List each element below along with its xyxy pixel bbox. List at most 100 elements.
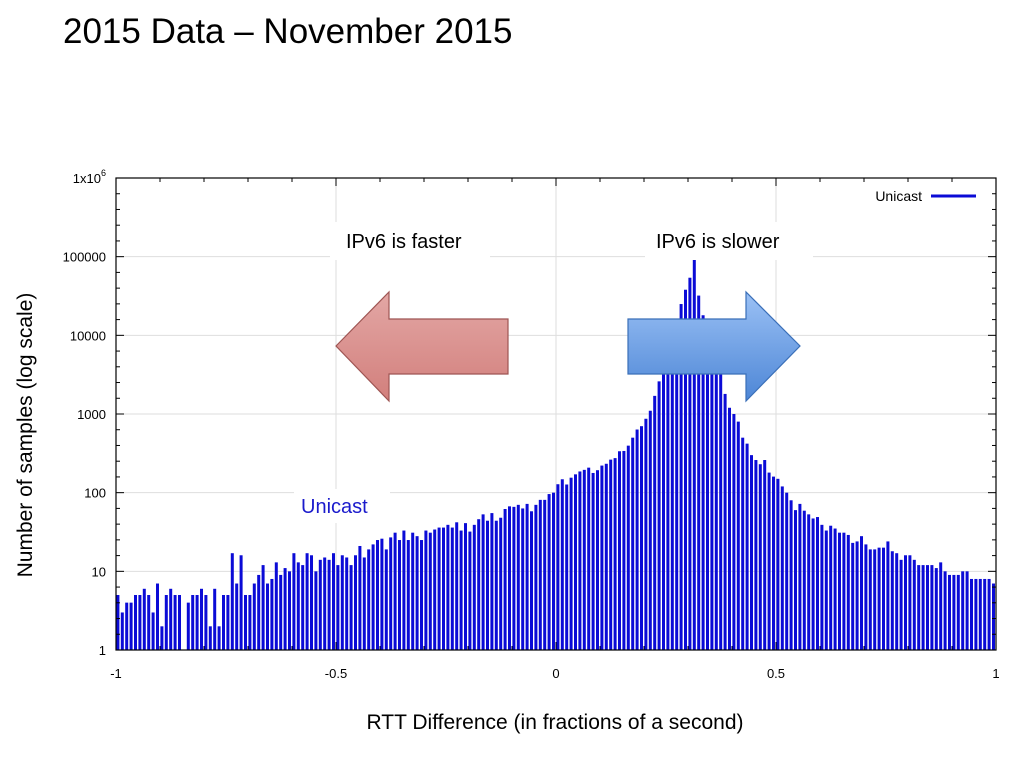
histogram-bar: [200, 588, 203, 650]
histogram-bar: [604, 463, 608, 650]
histogram-bar: [926, 565, 929, 650]
histogram-bar: [886, 541, 890, 650]
histogram-bar: [380, 538, 384, 650]
histogram-bar: [270, 578, 274, 650]
histogram-bar: [970, 578, 973, 650]
y-tick-label: 100000: [63, 250, 106, 265]
histogram-bar: [596, 470, 599, 650]
x-tick-label: -0.5: [325, 666, 347, 681]
histogram-bar: [129, 602, 133, 650]
histogram-bar: [574, 474, 577, 650]
histogram-bar: [151, 612, 155, 650]
histogram-bar: [406, 540, 410, 650]
histogram-bar: [736, 421, 740, 650]
histogram-bar: [244, 595, 247, 650]
histogram-bar: [882, 547, 885, 650]
histogram-bar: [494, 520, 498, 650]
histogram-bar: [609, 459, 613, 650]
histogram-bar: [301, 565, 305, 650]
histogram-bar: [530, 511, 533, 650]
x-tick-label: 0.5: [767, 666, 785, 681]
histogram-bar: [684, 289, 687, 650]
histogram-bar: [415, 536, 419, 650]
histogram-bar: [728, 407, 731, 650]
histogram-bar: [173, 595, 177, 650]
histogram-bar: [279, 574, 283, 650]
histogram-bar: [697, 295, 701, 650]
x-tick-label: 1: [992, 666, 999, 681]
histogram-bar: [666, 350, 670, 650]
histogram-bar: [274, 562, 278, 650]
histogram-bar: [824, 530, 828, 650]
histogram-bar: [794, 510, 797, 650]
histogram-bar: [965, 571, 969, 650]
histogram-bar: [327, 559, 331, 650]
histogram-bar: [750, 455, 753, 650]
histogram-bar: [424, 530, 428, 650]
histogram-bar: [833, 528, 837, 650]
histogram-bar: [138, 595, 142, 650]
histogram-bar: [670, 335, 674, 650]
histogram-bar: [169, 588, 173, 650]
histogram-bar: [912, 559, 916, 650]
histogram-bar: [252, 583, 256, 650]
histogram-bar: [631, 437, 635, 650]
histogram-bar: [974, 578, 978, 650]
histogram-bar: [257, 574, 261, 650]
histogram-bar: [956, 574, 960, 650]
histogram-bar: [868, 549, 872, 650]
histogram-bar: [807, 514, 811, 650]
histogram-bar: [864, 544, 868, 650]
histogram-bar: [582, 469, 586, 650]
histogram-bar: [296, 562, 300, 650]
histogram-bar: [292, 553, 296, 650]
histogram-bar: [503, 509, 507, 650]
histogram-bar: [754, 460, 758, 650]
histogram-bar: [556, 484, 560, 650]
histogram-bar: [384, 549, 388, 650]
histogram-bar: [706, 323, 709, 650]
histogram-bar: [785, 492, 789, 650]
histogram-bar: [345, 557, 349, 650]
histogram-bar: [675, 326, 679, 650]
histogram-bar: [741, 437, 745, 650]
histogram-bar: [376, 540, 379, 650]
histogram-bar: [811, 518, 815, 650]
histogram-bar: [987, 578, 991, 650]
histogram-bar: [402, 530, 406, 650]
histogram-bar: [222, 595, 225, 650]
histogram-bar: [780, 486, 784, 650]
histogram-bar: [692, 232, 696, 651]
histogram-bar: [789, 500, 793, 650]
histogram-bar: [217, 626, 221, 650]
histogram-bar: [635, 429, 639, 650]
x-tick-labels: -1 -0.5 0 0.5 1: [110, 666, 999, 681]
histogram-bar: [367, 549, 371, 650]
histogram-bar: [846, 534, 850, 650]
histogram-bar: [939, 562, 943, 650]
histogram-bar: [600, 465, 604, 650]
histogram-bar: [516, 504, 520, 650]
histogram-bar: [371, 544, 375, 650]
histogram-bar: [851, 542, 855, 650]
x-axis-title: RTT Difference (in fractions of a second…: [366, 711, 743, 734]
histogram-bar: [508, 506, 511, 650]
histogram-bar: [618, 451, 621, 650]
histogram-bar: [640, 426, 643, 650]
histogram-bar: [318, 559, 322, 650]
histogram-bar: [626, 445, 630, 650]
y-tick-label: 10000: [70, 328, 106, 343]
histogram-bar: [838, 532, 841, 650]
legend: Unicast: [875, 188, 976, 204]
histogram-bar: [543, 499, 547, 650]
histogram-bar: [587, 467, 591, 650]
histogram-bar: [442, 527, 445, 650]
histogram-bar: [486, 520, 489, 650]
histogram-bar: [464, 523, 467, 650]
histogram-bar: [895, 553, 899, 650]
histogram-bar: [134, 595, 137, 650]
histogram-bar: [310, 555, 313, 650]
histogram-bar: [648, 410, 652, 650]
histogram-bar: [226, 595, 230, 650]
